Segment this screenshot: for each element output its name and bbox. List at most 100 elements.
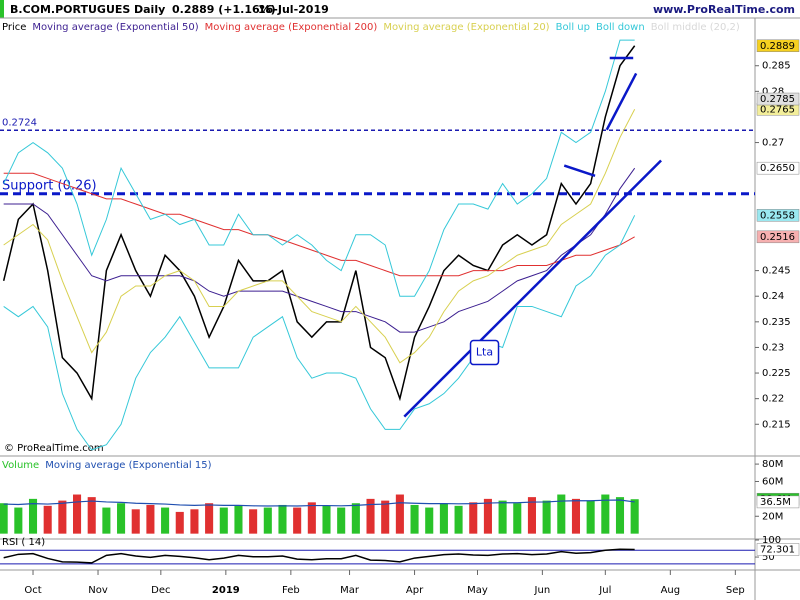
symbol: B.COM.PORTUGUES xyxy=(10,3,130,16)
volume-bar xyxy=(190,509,199,534)
volume-bar xyxy=(381,500,390,534)
volume-bar xyxy=(102,507,111,534)
series-line xyxy=(3,215,636,451)
volume-bar xyxy=(293,507,302,534)
value-label: 36.5M xyxy=(760,497,791,508)
volume-bar xyxy=(161,507,170,534)
volume-bar xyxy=(146,504,155,534)
value-label: 0.2765 xyxy=(760,104,795,115)
legend-entry: Volume xyxy=(2,460,39,471)
volume-bar xyxy=(586,500,595,534)
x-tick-label: Jul xyxy=(598,585,611,596)
value-label: 0.2650 xyxy=(760,163,795,174)
x-tick-label: 2019 xyxy=(212,585,240,596)
legend-entry: Boll down xyxy=(596,22,645,33)
y-tick-label: 0.215 xyxy=(762,419,791,430)
legend-entry: Moving average (Exponential 15) xyxy=(45,460,211,471)
x-tick-label: Mar xyxy=(340,585,360,596)
volume-bar xyxy=(28,498,38,534)
volume-bar xyxy=(219,507,228,534)
value-label: 0.2889 xyxy=(760,41,795,52)
volume-bar xyxy=(307,502,316,534)
volume-bar xyxy=(234,505,243,534)
volume-bar xyxy=(542,500,551,534)
annotation-box xyxy=(469,339,500,366)
site: www.ProRealTime.com xyxy=(653,3,795,16)
volume-bar xyxy=(469,502,478,534)
volume-bar xyxy=(43,505,52,534)
legend-entry: Moving average (Exponential 20) xyxy=(383,22,549,33)
x-tick-label: Apr xyxy=(406,585,424,596)
legend-entry: Moving average (Exponential 200) xyxy=(205,22,378,33)
value-label-box xyxy=(756,92,800,106)
value-label-box xyxy=(756,495,800,509)
y-tick-label: 0.225 xyxy=(762,368,791,379)
volume-bar xyxy=(337,507,346,534)
volume-bar xyxy=(498,500,507,534)
value-label: 0.2785 xyxy=(760,94,795,105)
x-tick-label: Jun xyxy=(534,585,551,596)
volume-bar xyxy=(131,509,140,534)
trend-line xyxy=(605,72,638,131)
annotation-text: Lta xyxy=(476,346,493,359)
y-tick-label: 0.285 xyxy=(762,61,791,72)
volume-bar xyxy=(425,507,434,534)
legend-entry: Moving average (Exponential 50) xyxy=(32,22,198,33)
y-tick-label: 0.245 xyxy=(762,266,791,277)
volume-bar xyxy=(483,498,492,534)
x-tick-label: Aug xyxy=(661,585,681,596)
series-line xyxy=(3,499,635,507)
volume-bar xyxy=(557,494,566,534)
series-line xyxy=(3,109,636,364)
value-label-box xyxy=(756,39,800,53)
volume-bar xyxy=(58,500,67,534)
horizontal-line-label: 0.2724 xyxy=(2,117,37,128)
volume-bar xyxy=(73,494,82,534)
volume-bar xyxy=(205,503,214,534)
volume-bar xyxy=(513,503,522,534)
y-tick-label: 60M xyxy=(762,476,783,487)
quote: 0.2889 (+1.16%) xyxy=(172,3,276,16)
volume-bar xyxy=(263,507,272,534)
value-label: 72.301 xyxy=(760,544,795,555)
y-tick-label: 0.27 xyxy=(762,138,784,149)
x-tick-label: Nov xyxy=(88,585,108,596)
series-line xyxy=(2,45,636,402)
x-tick-label: May xyxy=(467,585,488,596)
volume-bar xyxy=(601,494,610,534)
y-tick-label: 0.28 xyxy=(762,86,784,97)
y-tick-label: 50 xyxy=(762,552,775,563)
value-label-box xyxy=(756,209,800,222)
y-tick-label: 80M xyxy=(762,459,783,470)
x-tick-label: Feb xyxy=(282,585,300,596)
series-line xyxy=(3,548,635,564)
legend-entry: Boll up xyxy=(556,22,590,33)
volume-bar xyxy=(322,505,331,534)
volume-bar xyxy=(439,503,448,534)
value-label: 0.2558 xyxy=(760,210,795,221)
volume-bar xyxy=(249,509,258,534)
legend-entry: Boll middle (20,2) xyxy=(651,22,740,33)
volume-bar xyxy=(0,503,8,534)
x-tick-label: Sep xyxy=(726,585,745,596)
y-tick-label: 0.22 xyxy=(762,394,784,405)
value-label-box xyxy=(756,543,800,556)
up-icon xyxy=(0,0,4,18)
copyright: © ProRealTime.com xyxy=(4,443,104,454)
x-tick-label: Dec xyxy=(151,585,170,596)
value-label-box xyxy=(756,230,800,244)
y-tick-label: 0.24 xyxy=(762,291,784,302)
volume-bar xyxy=(87,497,96,534)
trend-line xyxy=(403,159,662,418)
volume-bar xyxy=(14,507,23,534)
volume-bar xyxy=(395,494,404,534)
volume-bar xyxy=(117,503,126,534)
volume-bar xyxy=(630,499,639,534)
date: 16-Jul-2019 xyxy=(258,3,329,16)
legend-entry: RSI ( 14) xyxy=(2,537,45,548)
volume-bar xyxy=(571,498,581,534)
volume-bar xyxy=(175,511,184,534)
volume-bar xyxy=(454,505,463,534)
series-line xyxy=(3,39,635,297)
